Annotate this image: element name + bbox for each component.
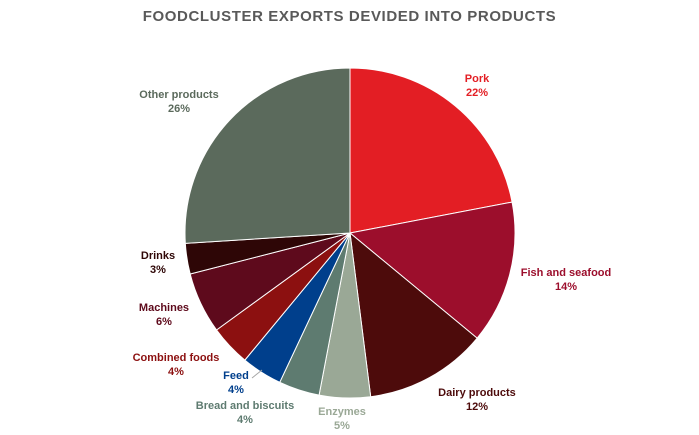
slice-label-value-other-products: 26%: [168, 103, 190, 115]
slice-label-value-feed: 4%: [228, 384, 244, 396]
slice-label-value-dairy-products: 12%: [466, 401, 488, 413]
slice-label-name-pork: Pork: [465, 73, 490, 85]
slice-label-name-combined-foods: Combined foods: [133, 352, 220, 364]
slice-label-name-other-products: Other products: [139, 89, 218, 101]
slice-label-name-dairy-products: Dairy products: [438, 387, 516, 399]
slice-label-name-feed: Feed: [223, 370, 249, 382]
slice-label-name-bread-and-biscuits: Bread and biscuits: [196, 400, 294, 412]
slice-label-name-enzymes: Enzymes: [318, 406, 366, 418]
slice-label-value-machines: 6%: [156, 316, 172, 328]
slice-label-value-bread-and-biscuits: 4%: [237, 414, 253, 426]
slice-label-value-enzymes: 5%: [334, 420, 350, 432]
slice-label-name-fish-and-seafood: Fish and seafood: [521, 267, 611, 279]
pie-slice-pork: [349, 67, 513, 234]
slice-label-value-drinks: 3%: [150, 264, 166, 276]
slice-label-value-pork: 22%: [466, 87, 488, 99]
feed-leader-line: [251, 369, 263, 379]
slice-label-name-drinks: Drinks: [141, 250, 175, 262]
slice-label-name-machines: Machines: [139, 302, 189, 314]
slice-label-value-fish-and-seafood: 14%: [555, 281, 577, 293]
chart-title: FOODCLUSTER EXPORTS DEVIDED INTO PRODUCT…: [142, 8, 557, 25]
slice-label-value-combined-foods: 4%: [168, 366, 184, 378]
pie-slice-other-products: [184, 67, 351, 244]
pie-slice-dairy-products: [349, 231, 478, 398]
pie-slice-fish-and-seafood: [348, 201, 516, 339]
